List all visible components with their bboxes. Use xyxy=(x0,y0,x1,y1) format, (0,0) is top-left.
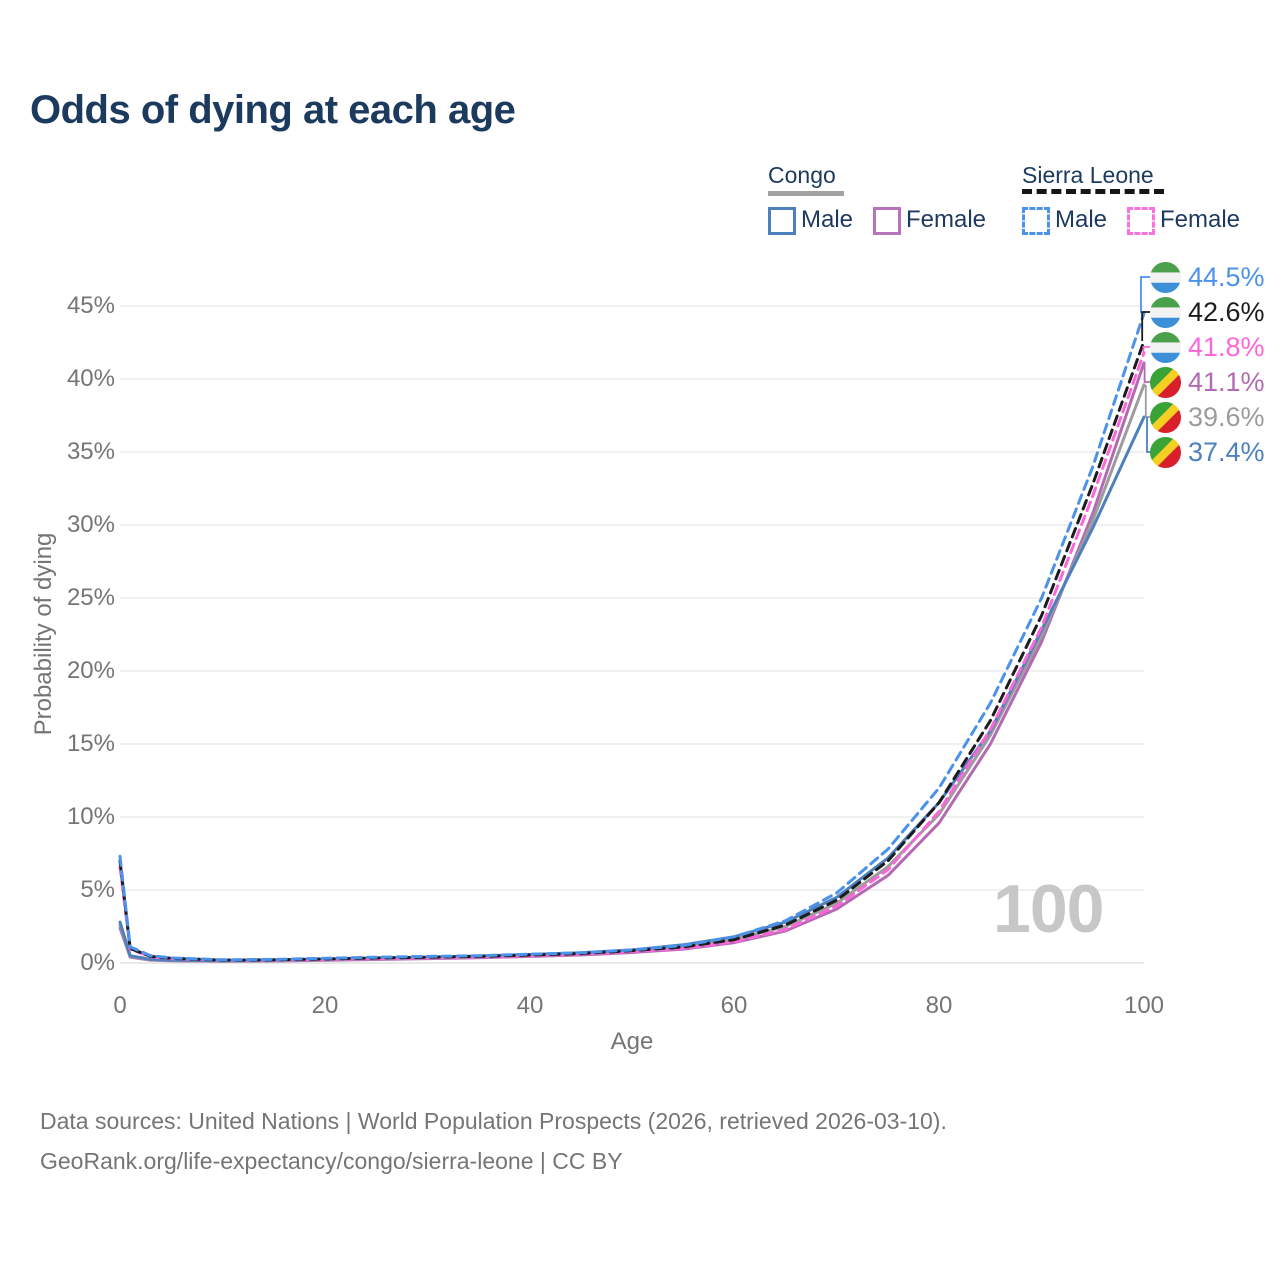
legend-swatch-congo-female[interactable] xyxy=(873,207,901,235)
x-axis-title: Age xyxy=(610,1028,654,1055)
legend-label-congo-male[interactable]: Male xyxy=(801,206,854,233)
legend-label-congo-female[interactable]: Female xyxy=(906,206,987,233)
x-tick-40: 40 xyxy=(516,992,544,1019)
legend-label-sierra-leone-female[interactable]: Female xyxy=(1160,206,1241,233)
legend-swatch-sierra-leone-male[interactable] xyxy=(1022,207,1050,235)
legend-swatch-sierra-leone-female[interactable] xyxy=(1127,207,1155,235)
y-tick-45: 45% xyxy=(66,292,115,319)
end-label-sierra-leone-female: 41.8% xyxy=(1150,331,1265,363)
attribution-line[interactable]: GeoRank.org/life-expectancy/congo/sierra… xyxy=(40,1148,623,1174)
end-value: 37.4% xyxy=(1188,436,1265,467)
congo-flag-icon xyxy=(1150,366,1181,398)
end-value: 42.6% xyxy=(1188,296,1265,327)
x-tick-20: 20 xyxy=(311,992,339,1019)
x-tick-80: 80 xyxy=(925,992,953,1019)
legend-group-sierra-leone: Sierra Leone xyxy=(1022,162,1154,188)
sierra-leone-flag-icon xyxy=(1150,296,1181,328)
end-label-sierra-leone-male: 44.5% xyxy=(1150,261,1265,293)
legend-group-congo: Congo xyxy=(768,162,836,188)
end-value: 41.8% xyxy=(1188,331,1265,362)
sierra-leone-flag-icon xyxy=(1150,261,1181,293)
end-value: 41.1% xyxy=(1188,366,1265,397)
x-tick-60: 60 xyxy=(720,992,748,1019)
y-axis-title: Probability of dying xyxy=(30,532,57,736)
end-label-congo-male: 37.4% xyxy=(1150,436,1265,468)
y-tick-25: 25% xyxy=(66,584,115,611)
sierra-leone-flag-icon xyxy=(1150,331,1181,363)
y-tick-35: 35% xyxy=(66,438,115,465)
legend-label-sierra-leone-male[interactable]: Male xyxy=(1055,206,1108,233)
sierra-leone-underline-swatch xyxy=(1022,189,1164,194)
legend-swatch-congo-male[interactable] xyxy=(768,207,796,235)
data-sources-line: Data sources: United Nations | World Pop… xyxy=(40,1108,947,1134)
y-tick-40: 40% xyxy=(66,365,115,392)
y-tick-30: 30% xyxy=(66,511,115,538)
x-tick-0: 0 xyxy=(113,992,127,1019)
hovered-age-watermark: 100 xyxy=(993,871,1104,947)
congo-underline-swatch xyxy=(768,191,844,196)
congo-flag-icon xyxy=(1150,401,1181,433)
end-label-congo-female: 41.1% xyxy=(1150,366,1265,398)
end-value: 39.6% xyxy=(1188,401,1265,432)
y-tick-20: 20% xyxy=(66,657,115,684)
y-tick-5: 5% xyxy=(80,876,115,903)
x-tick-100: 100 xyxy=(1123,992,1165,1019)
end-value: 44.5% xyxy=(1188,261,1265,292)
end-label-congo: 39.6% xyxy=(1150,401,1265,433)
y-tick-10: 10% xyxy=(66,803,115,830)
y-tick-0: 0% xyxy=(80,949,115,976)
y-tick-15: 15% xyxy=(66,730,115,757)
congo-flag-icon xyxy=(1150,436,1181,468)
page-title: Odds of dying at each age xyxy=(30,88,516,132)
end-label-sierra-leone: 42.6% xyxy=(1150,296,1265,328)
